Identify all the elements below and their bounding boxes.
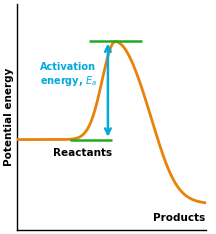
Text: Products: Products [153,213,206,223]
Text: Activation
energy, $\it{E}_a$: Activation energy, $\it{E}_a$ [40,62,97,88]
Y-axis label: Potential energy: Potential energy [4,68,14,166]
Text: Reactants: Reactants [53,148,112,158]
